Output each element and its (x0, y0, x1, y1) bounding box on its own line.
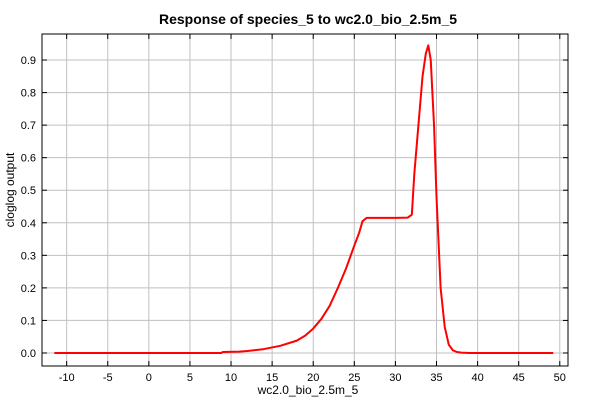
y-tick-label: 0.9 (21, 55, 36, 67)
y-tick-label: 0.8 (21, 88, 36, 100)
y-tick-label: 0.4 (21, 218, 36, 230)
x-tick-label: 30 (389, 372, 401, 384)
x-tick-label: -5 (103, 372, 113, 384)
x-tick-label: 35 (430, 372, 442, 384)
x-tick-label: 50 (554, 372, 566, 384)
x-tick-label: 10 (225, 372, 237, 384)
response-curve (54, 44, 554, 354)
x-tick-label: -10 (59, 372, 75, 384)
x-tick-label: 20 (307, 372, 319, 384)
y-tick-label: 0.0 (21, 348, 36, 360)
grid (42, 34, 568, 366)
y-tick-label: 0.2 (21, 283, 36, 295)
y-tick-label: 0.6 (21, 153, 36, 165)
y-tick-label: 0.1 (21, 315, 36, 327)
y-tick-label: 0.5 (21, 185, 36, 197)
y-tick-label: 0.7 (21, 120, 36, 132)
x-tick-label: 40 (471, 372, 483, 384)
x-tick-label: 25 (348, 372, 360, 384)
axis-ticks: -10 -5 0 5 10 15 20 25 30 35 40 45 50 0.0 0.1 0.2 0.3 0.4… (21, 34, 568, 384)
x-tick-label: 15 (266, 372, 278, 384)
x-axis-label: wc2.0_bio_2.5m_5 (257, 383, 359, 397)
y-axis-label: cloglog output (3, 152, 17, 227)
x-tick-label: 5 (187, 372, 193, 384)
x-tick-label: 0 (146, 372, 152, 384)
plot-frame (41, 33, 569, 367)
chart-title: Response of species_5 to wc2.0_bio_2.5m_… (159, 11, 457, 27)
x-tick-label: 45 (513, 372, 525, 384)
y-tick-label: 0.3 (21, 250, 36, 262)
